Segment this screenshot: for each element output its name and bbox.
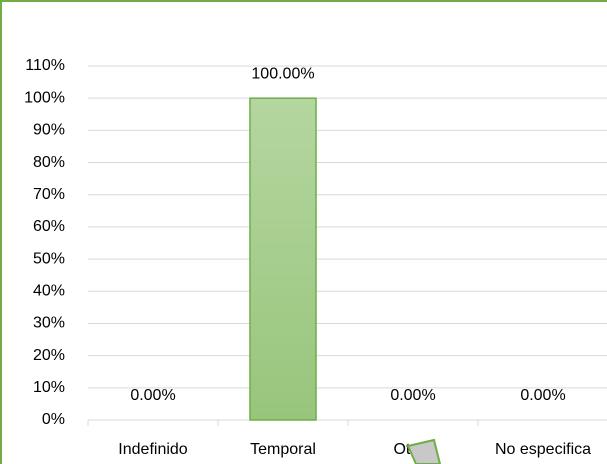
data-label: 0.00% xyxy=(390,387,435,404)
data-label: 0.00% xyxy=(130,387,175,404)
x-tick-label: Temporal xyxy=(250,441,316,458)
bar xyxy=(249,97,317,421)
y-tick-label: 70% xyxy=(33,186,65,203)
y-tick-label: 60% xyxy=(33,218,65,235)
y-tick-label: 40% xyxy=(33,282,65,299)
x-tick-label: No especifica xyxy=(495,441,591,458)
data-label: 0.00% xyxy=(520,387,565,404)
x-tick-label: Indefinido xyxy=(118,441,187,458)
y-tick-label: 100% xyxy=(24,89,65,106)
data-label: 100.00% xyxy=(251,65,314,82)
y-tick-label: 80% xyxy=(33,154,65,171)
y-tick-label: 90% xyxy=(33,122,65,139)
overlay-shape xyxy=(406,438,442,464)
y-tick-label: 110% xyxy=(25,57,65,74)
y-tick-label: 0% xyxy=(42,411,65,428)
y-tick-label: 10% xyxy=(33,379,65,396)
y-tick-label: 50% xyxy=(33,250,65,267)
y-tick-label: 20% xyxy=(33,347,65,364)
plot-area: 0% 10% 20% 30% 40% 50% 60% 70% 80% 90% 100% 110% Ind… xyxy=(24,57,607,458)
y-tick-label: 30% xyxy=(33,315,65,332)
